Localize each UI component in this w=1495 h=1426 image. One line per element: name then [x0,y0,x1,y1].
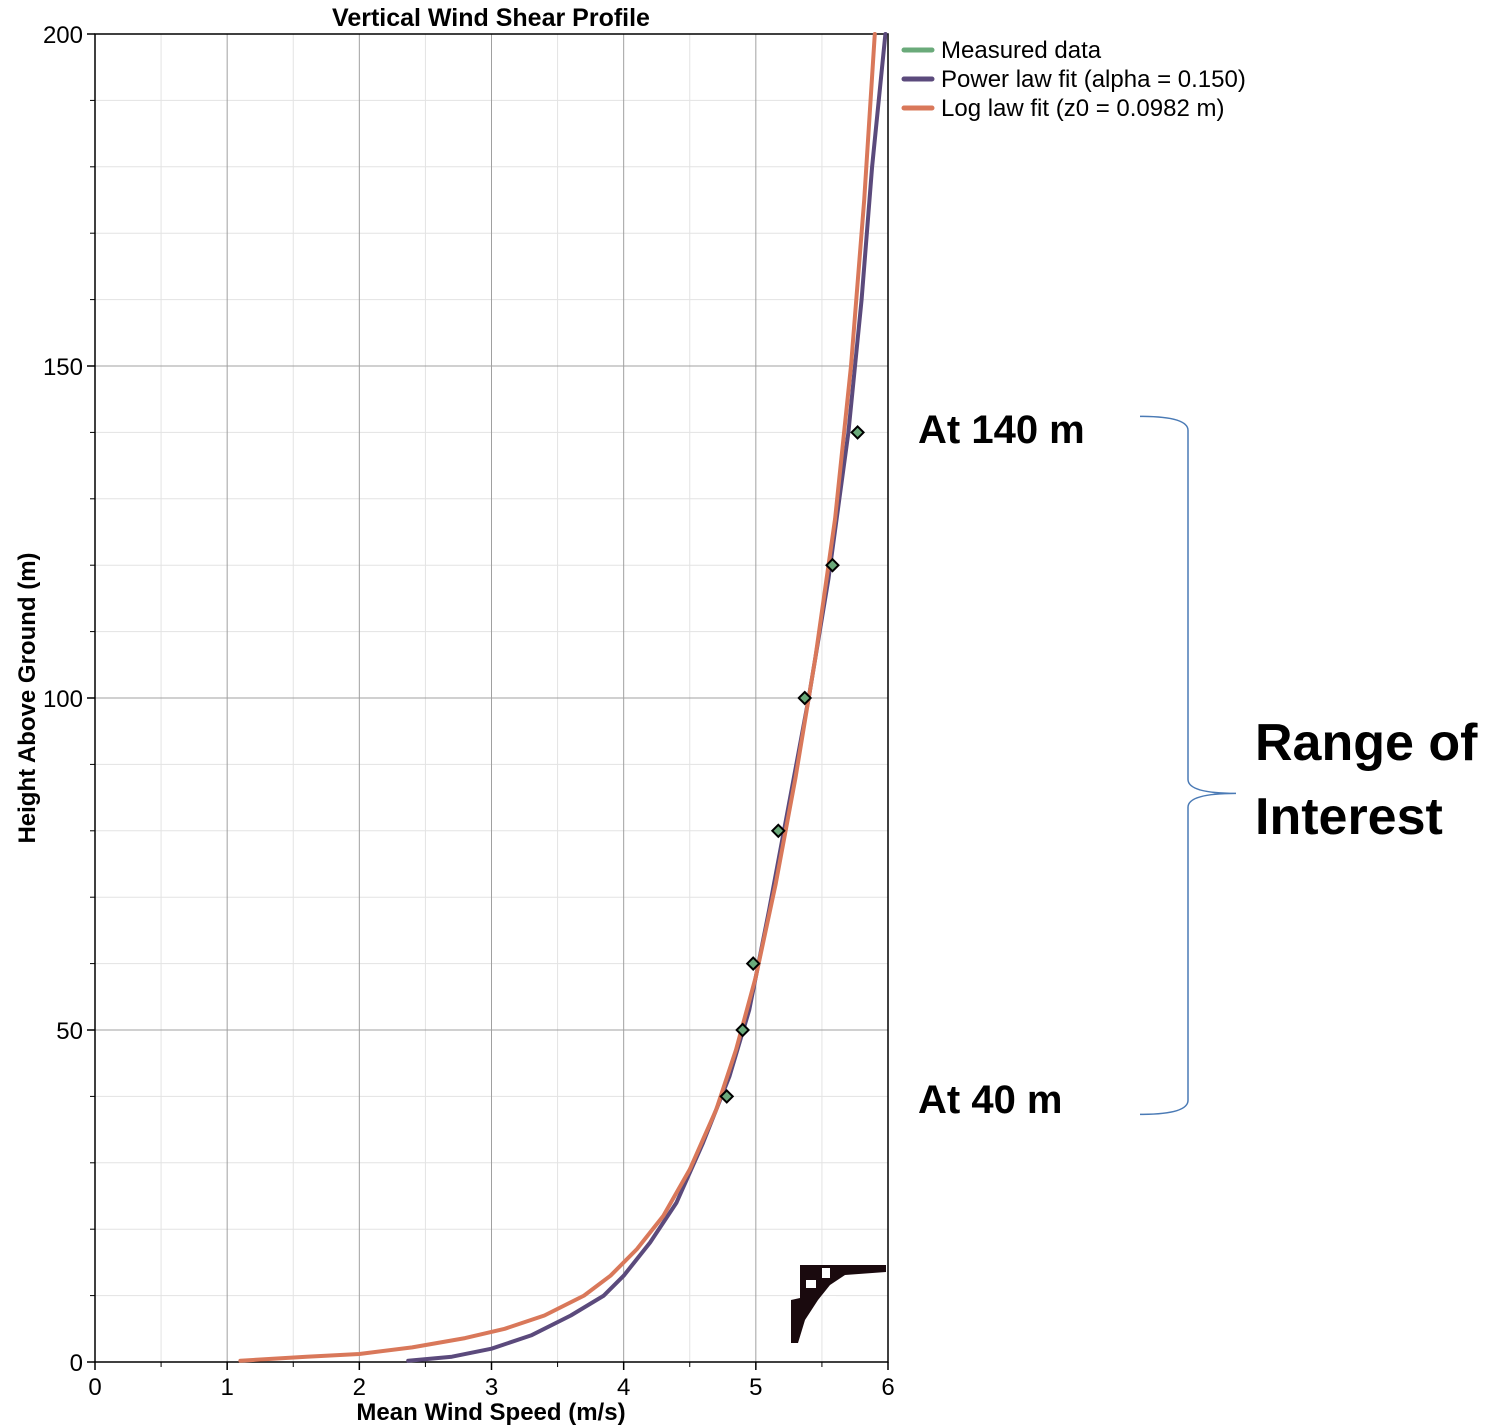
x-tick-label: 0 [88,1374,101,1401]
data-point [797,690,813,706]
annotation-bottom-label: At 40 m [918,1078,1063,1122]
data-point [825,557,840,573]
x-tick-label: 2 [353,1374,366,1401]
zoom-cursor-icon [791,1265,886,1343]
y-tick-label: 200 [43,22,83,49]
x-tick-label: 6 [881,1374,894,1401]
range-annotation: At 140 m At 40 m Range of Interest [918,408,1478,1122]
series-line-2 [238,32,877,1363]
data-point [735,1022,751,1038]
x-tick-label: 1 [220,1374,233,1401]
y-axis-title: Height Above Ground (m) [14,552,41,843]
y-tick-label: 50 [56,1018,83,1045]
data-point [745,956,761,972]
y-tick-label: 0 [70,1350,83,1377]
data-point [719,1088,735,1104]
data-point [850,424,866,440]
legend-label: Power law fit (alpha = 0.150) [941,66,1246,93]
x-tick-label: 5 [749,1374,762,1401]
data-point [770,823,786,839]
y-tick-label: 150 [43,354,83,381]
x-axis-title: Mean Wind Speed (m/s) [356,1399,625,1426]
annotation-range-line2: Interest [1255,788,1443,846]
chart-title: Vertical Wind Shear Profile [332,4,650,32]
x-tick-label: 4 [617,1374,630,1401]
y-axis: 0 50 100 150 200 [43,22,95,1377]
range-bracket [1139,415,1237,1116]
series-lines [238,32,888,1363]
y-tick-label: 100 [43,686,83,713]
x-axis: 0 1 2 3 4 5 6 [88,1362,895,1401]
x-tick-label: 3 [485,1374,498,1401]
legend-label: Log law fit (z0 = 0.0982 m) [941,95,1224,122]
legend-label: Measured data [941,37,1102,64]
series-markers [719,424,866,1104]
annotation-range-line1: Range of [1255,714,1478,772]
annotation-top-label: At 140 m [918,408,1085,452]
